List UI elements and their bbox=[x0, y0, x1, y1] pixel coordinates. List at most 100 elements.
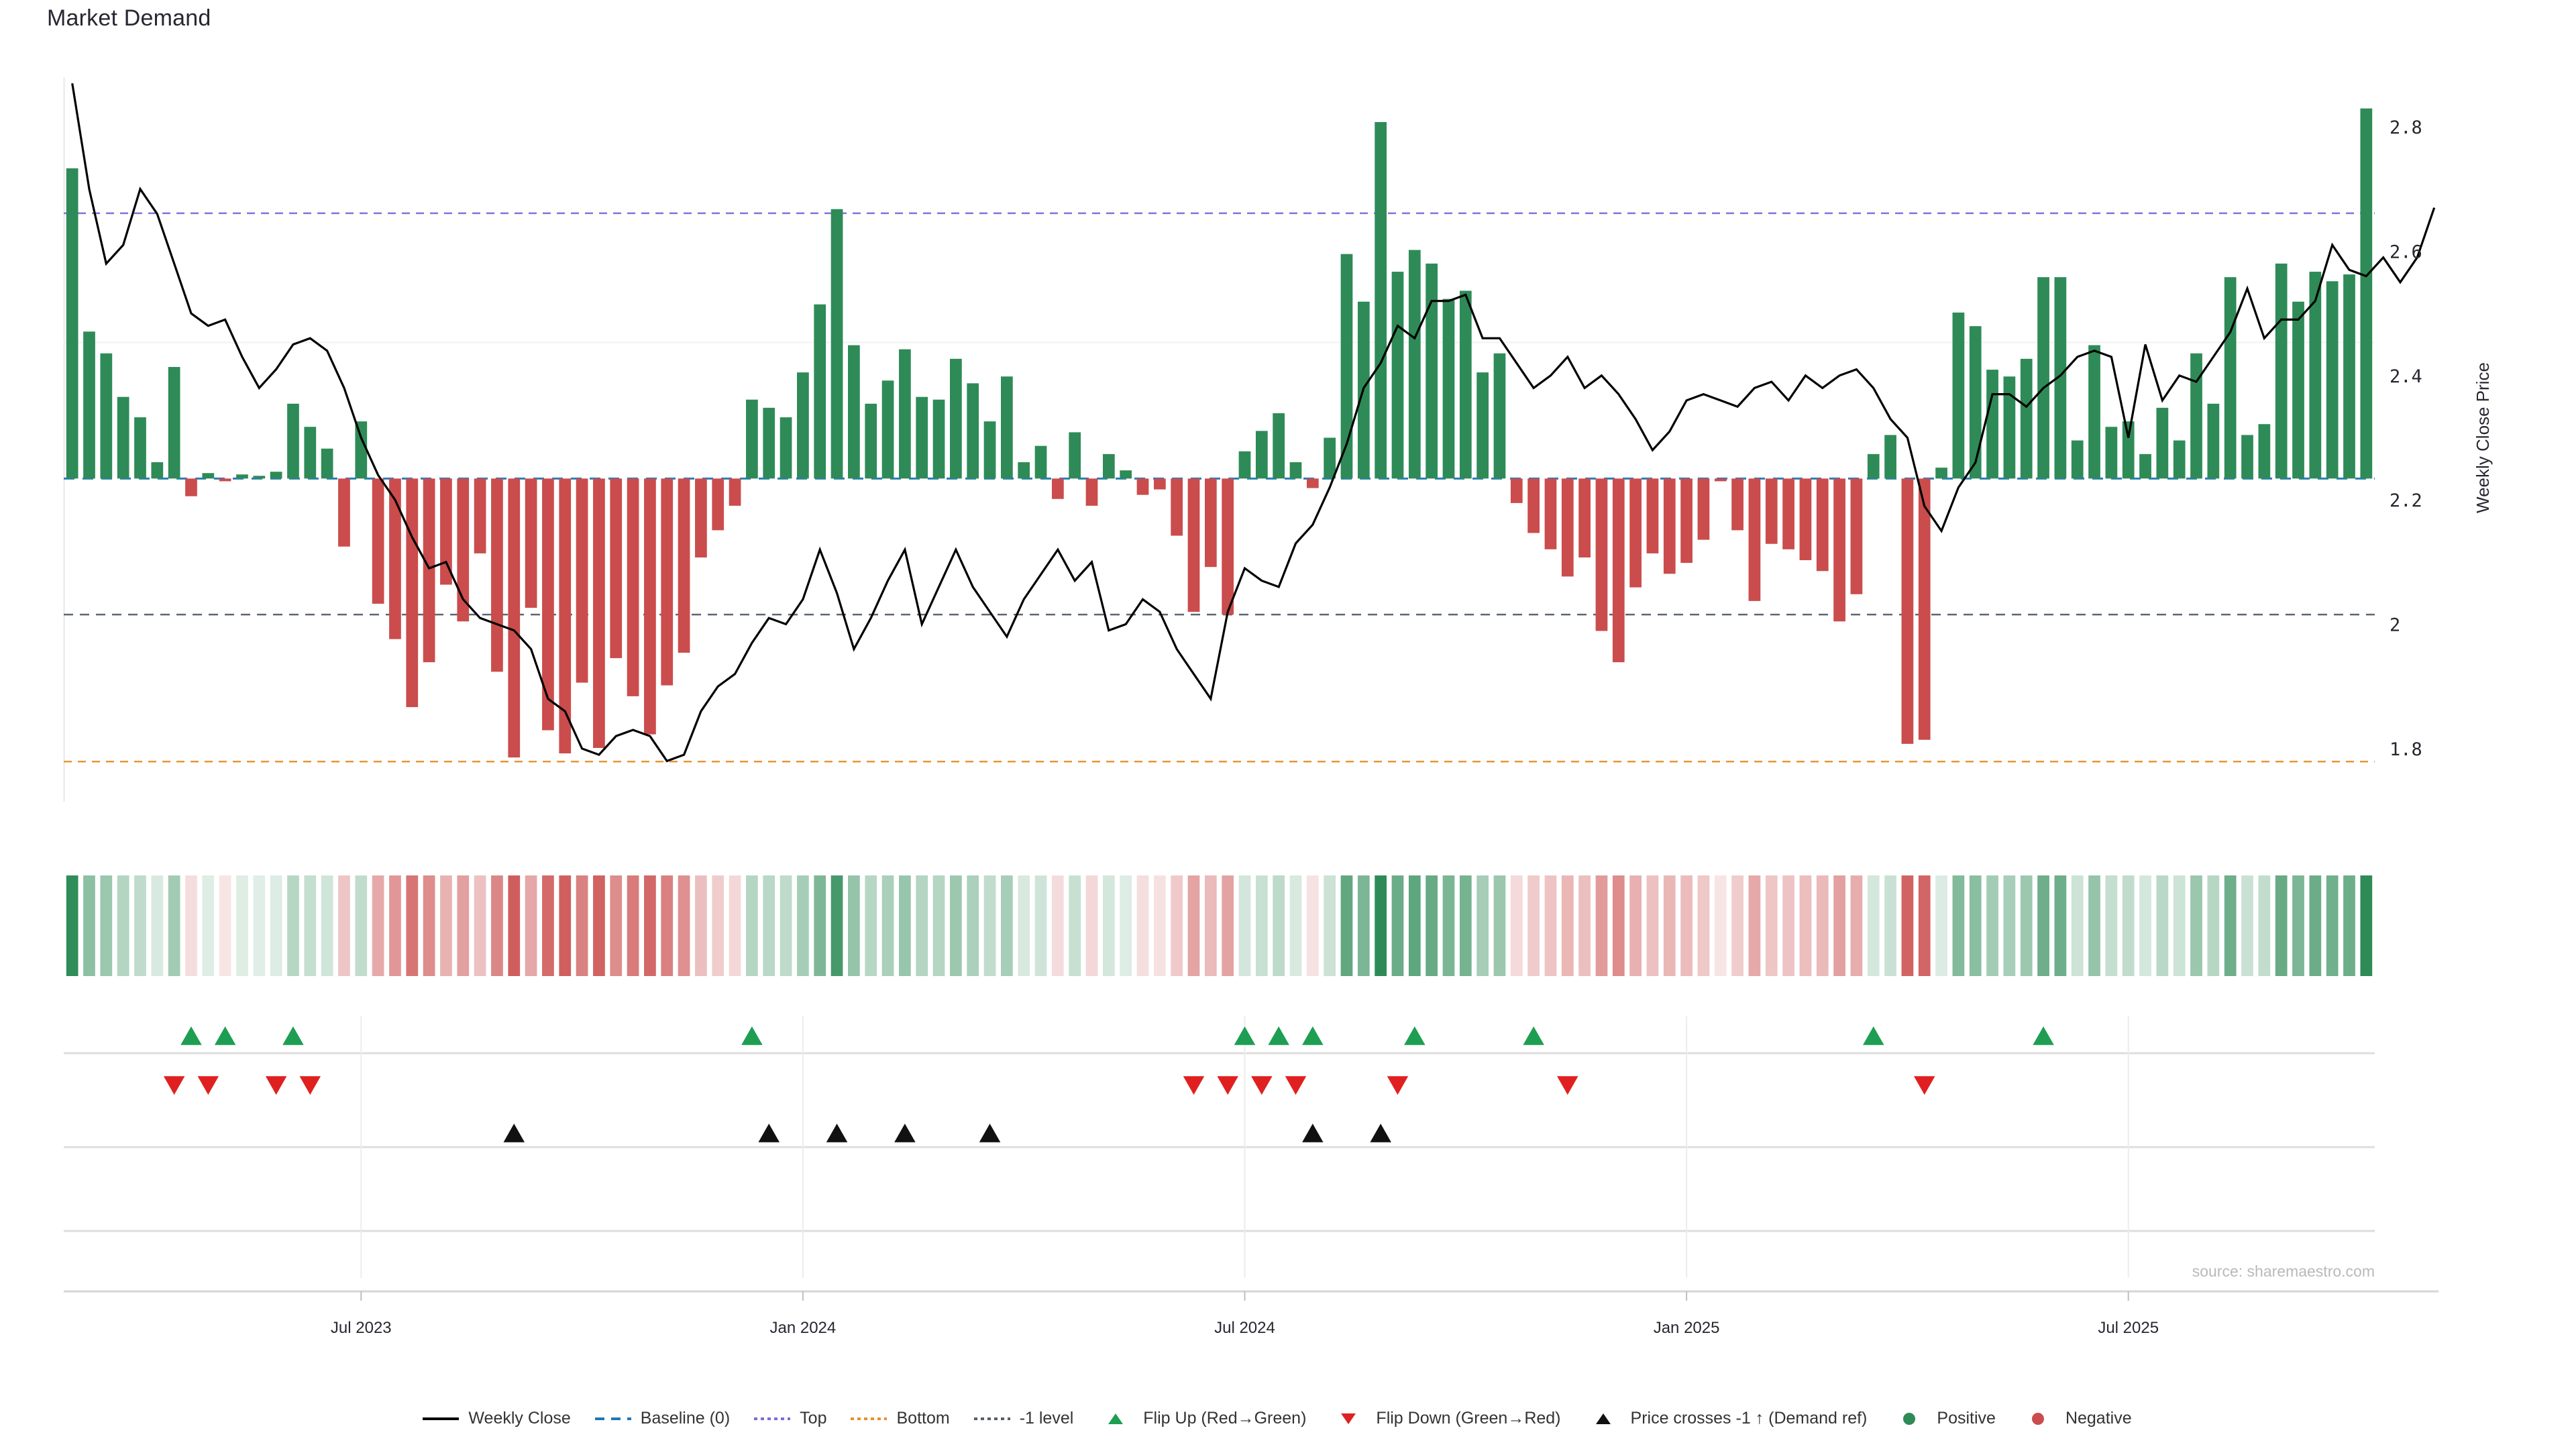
price-cross-marker[interactable] bbox=[894, 1124, 916, 1142]
heatmap-cell bbox=[66, 875, 78, 976]
flip-up-marker[interactable] bbox=[2033, 1026, 2054, 1045]
legend-item-positive[interactable]: Positive bbox=[1890, 1409, 1996, 1428]
heatmap-cell bbox=[1765, 875, 1778, 976]
demand-bar bbox=[1120, 470, 1132, 479]
flip-up-marker[interactable] bbox=[180, 1026, 202, 1045]
flip-up-marker[interactable] bbox=[214, 1026, 236, 1045]
heatmap-cell bbox=[814, 875, 826, 976]
heatmap-cell bbox=[899, 875, 911, 976]
heatmap-cell bbox=[1697, 875, 1710, 976]
heatmap-cell bbox=[270, 875, 282, 976]
circle-icon bbox=[2031, 1412, 2044, 1425]
flip-down-marker[interactable] bbox=[1913, 1076, 1935, 1095]
price-cross-marker[interactable] bbox=[826, 1124, 848, 1142]
legend-label: Price crosses -1 ↑ (Demand ref) bbox=[1630, 1409, 1868, 1428]
demand-bar bbox=[2309, 272, 2322, 479]
heatmap-cell bbox=[1273, 875, 1285, 976]
demand-bar bbox=[304, 427, 317, 479]
demand-bar bbox=[2122, 421, 2135, 479]
heatmap-cell bbox=[2122, 875, 2135, 976]
heatmap-cell bbox=[1136, 875, 1149, 976]
legend-item-minus-one-level[interactable]: -1 level bbox=[973, 1409, 1073, 1428]
chart-legend: Weekly Close Baseline (0) Top Bottom -1 leve… bbox=[0, 1409, 2576, 1428]
demand-bar bbox=[1544, 478, 1557, 549]
legend-item-price-crosses[interactable]: Price crosses -1 ↑ (Demand ref) bbox=[1584, 1409, 1868, 1428]
demand-bar bbox=[967, 383, 979, 479]
legend-item-flip-up[interactable]: Flip Up (Red→Green) bbox=[1096, 1409, 1306, 1428]
demand-bar bbox=[2156, 407, 2169, 479]
demand-bar bbox=[1153, 478, 1166, 490]
legend-item-flip-down[interactable]: Flip Down (Green→Red) bbox=[1329, 1409, 1561, 1428]
heatmap-cell bbox=[729, 875, 741, 976]
legend-label: Flip Up (Red→Green) bbox=[1143, 1409, 1307, 1428]
demand-bar bbox=[2292, 301, 2304, 479]
flip-down-marker[interactable] bbox=[1557, 1076, 1578, 1095]
heatmap-cell bbox=[1289, 875, 1302, 976]
price-cross-marker[interactable] bbox=[1370, 1124, 1391, 1142]
legend-item-negative[interactable]: Negative bbox=[2019, 1409, 2132, 1428]
price-cross-marker[interactable] bbox=[758, 1124, 780, 1142]
demand-bar bbox=[423, 478, 435, 663]
legend-label: Baseline (0) bbox=[640, 1409, 731, 1428]
demand-bar bbox=[1612, 478, 1625, 663]
price-cross-marker[interactable] bbox=[1302, 1124, 1324, 1142]
heatmap-cell bbox=[1102, 875, 1115, 976]
flip-up-marker[interactable] bbox=[1523, 1026, 1544, 1045]
flip-up-marker[interactable] bbox=[1268, 1026, 1289, 1045]
flip-down-marker[interactable] bbox=[265, 1076, 287, 1095]
heatmap-cell bbox=[1578, 875, 1591, 976]
heatmap-cell bbox=[712, 875, 724, 976]
heatmap-cell bbox=[168, 875, 180, 976]
flip-down-marker[interactable] bbox=[163, 1076, 185, 1095]
legend-item-top-level[interactable]: Top bbox=[753, 1409, 826, 1428]
flip-down-marker[interactable] bbox=[1183, 1076, 1205, 1095]
demand-bar bbox=[848, 345, 860, 479]
demand-bar bbox=[1799, 478, 1812, 561]
heatmap-cell bbox=[1306, 875, 1319, 976]
flip-down-marker[interactable] bbox=[1285, 1076, 1307, 1095]
legend-item-baseline-zero[interactable]: Baseline (0) bbox=[594, 1409, 730, 1428]
demand-bar bbox=[457, 478, 470, 622]
demand-bar bbox=[1782, 478, 1794, 549]
heatmap-cell bbox=[1510, 875, 1523, 976]
flip-up-marker[interactable] bbox=[1302, 1026, 1324, 1045]
demand-bar bbox=[168, 367, 180, 479]
flip-up-marker[interactable] bbox=[282, 1026, 304, 1045]
legend-label: Flip Down (Green→Red) bbox=[1376, 1409, 1561, 1428]
legend-item-bottom-level[interactable]: Bottom bbox=[849, 1409, 950, 1428]
flip-up-marker[interactable] bbox=[1862, 1026, 1884, 1045]
flip-down-marker[interactable] bbox=[197, 1076, 219, 1095]
flip-down-marker[interactable] bbox=[1387, 1076, 1409, 1095]
demand-bar bbox=[2105, 427, 2118, 479]
demand-bar bbox=[1306, 478, 1319, 488]
demand-bar bbox=[1850, 478, 1863, 594]
flip-up-marker[interactable] bbox=[1234, 1026, 1256, 1045]
chart-svg: 210−1−22.82.62.42.221.8Market DemandWeek… bbox=[64, 77, 2493, 1337]
page-title: Market Demand bbox=[47, 5, 211, 31]
flip-up-marker[interactable] bbox=[741, 1026, 763, 1045]
heatmap-cell bbox=[1663, 875, 1676, 976]
demand-bar bbox=[830, 209, 843, 479]
legend-item-weekly-close[interactable]: Weekly Close bbox=[421, 1409, 571, 1428]
heatmap-cell bbox=[1884, 875, 1896, 976]
heatmap-cell bbox=[848, 875, 860, 976]
demand-bar bbox=[491, 478, 503, 672]
heatmap-cell bbox=[2173, 875, 2186, 976]
heatmap-cell bbox=[1799, 875, 1812, 976]
price-cross-marker[interactable] bbox=[979, 1124, 1001, 1142]
demand-bar bbox=[2003, 376, 2016, 479]
heatmap-cell bbox=[2156, 875, 2169, 976]
x-axis-tick-label-3: Jan 2025 bbox=[1654, 1319, 1720, 1337]
demand-bar bbox=[593, 478, 605, 748]
demand-bar bbox=[1204, 478, 1217, 568]
demand-bar bbox=[1578, 478, 1591, 557]
flip-down-marker[interactable] bbox=[299, 1076, 321, 1095]
flip-down-marker[interactable] bbox=[1251, 1076, 1273, 1095]
flip-up-marker[interactable] bbox=[1404, 1026, 1426, 1045]
demand-bar bbox=[610, 478, 623, 659]
demand-bar bbox=[2360, 108, 2373, 479]
heatmap-cell bbox=[1816, 875, 1829, 976]
flip-down-marker[interactable] bbox=[1217, 1076, 1238, 1095]
demand-bar bbox=[1935, 468, 1947, 479]
price-cross-marker[interactable] bbox=[503, 1124, 525, 1142]
